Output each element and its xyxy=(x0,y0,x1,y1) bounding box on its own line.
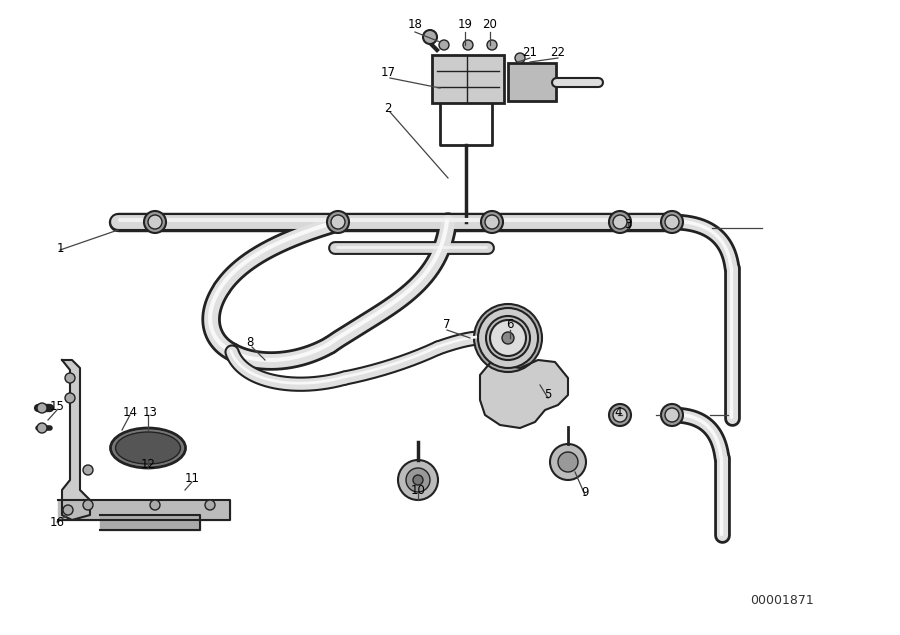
Circle shape xyxy=(486,316,530,360)
Polygon shape xyxy=(58,500,230,520)
Circle shape xyxy=(490,320,526,356)
Text: 22: 22 xyxy=(551,46,565,58)
Text: 5: 5 xyxy=(544,389,552,401)
Circle shape xyxy=(515,53,525,63)
Circle shape xyxy=(463,40,473,50)
Text: 19: 19 xyxy=(457,18,472,32)
Circle shape xyxy=(613,408,627,422)
Text: 1: 1 xyxy=(56,241,64,255)
Text: 14: 14 xyxy=(122,406,138,418)
Circle shape xyxy=(661,211,683,233)
Text: 18: 18 xyxy=(408,18,422,32)
Circle shape xyxy=(63,505,73,515)
Text: 12: 12 xyxy=(140,458,156,472)
Circle shape xyxy=(481,211,503,233)
Circle shape xyxy=(65,393,75,403)
Circle shape xyxy=(609,404,631,426)
Circle shape xyxy=(550,444,586,480)
Text: 3: 3 xyxy=(625,218,632,232)
Circle shape xyxy=(558,452,578,472)
Polygon shape xyxy=(62,360,90,520)
Text: 00001871: 00001871 xyxy=(750,594,814,606)
Text: 15: 15 xyxy=(50,401,65,413)
Ellipse shape xyxy=(115,432,181,464)
Circle shape xyxy=(331,215,345,229)
Circle shape xyxy=(665,215,679,229)
Circle shape xyxy=(327,211,349,233)
Circle shape xyxy=(83,465,93,475)
Circle shape xyxy=(439,40,449,50)
Circle shape xyxy=(485,215,499,229)
Text: 4: 4 xyxy=(614,406,622,418)
Circle shape xyxy=(144,211,166,233)
Circle shape xyxy=(661,404,683,426)
Polygon shape xyxy=(100,515,200,530)
Circle shape xyxy=(474,304,542,372)
Circle shape xyxy=(37,403,47,413)
Text: 2: 2 xyxy=(384,102,392,114)
Text: 21: 21 xyxy=(523,46,537,58)
Circle shape xyxy=(487,40,497,50)
FancyBboxPatch shape xyxy=(508,63,556,101)
Circle shape xyxy=(83,500,93,510)
Circle shape xyxy=(478,308,538,368)
Text: 16: 16 xyxy=(50,516,65,528)
Circle shape xyxy=(423,30,437,44)
Circle shape xyxy=(148,215,162,229)
Text: 20: 20 xyxy=(482,18,498,32)
Ellipse shape xyxy=(111,428,185,468)
Circle shape xyxy=(205,500,215,510)
Circle shape xyxy=(150,500,160,510)
Text: 8: 8 xyxy=(247,335,254,349)
Text: 6: 6 xyxy=(506,319,514,331)
Text: 9: 9 xyxy=(581,486,589,498)
Text: 13: 13 xyxy=(142,406,157,418)
Text: 7: 7 xyxy=(443,319,451,331)
Text: 10: 10 xyxy=(410,483,426,497)
Circle shape xyxy=(398,460,438,500)
Circle shape xyxy=(413,475,423,485)
Polygon shape xyxy=(480,360,568,428)
Circle shape xyxy=(65,373,75,383)
Circle shape xyxy=(502,332,514,344)
FancyBboxPatch shape xyxy=(432,55,504,103)
Circle shape xyxy=(665,408,679,422)
Circle shape xyxy=(609,211,631,233)
Text: 17: 17 xyxy=(381,65,395,79)
Text: 11: 11 xyxy=(184,472,200,486)
Circle shape xyxy=(406,468,430,492)
Circle shape xyxy=(37,423,47,433)
Circle shape xyxy=(613,215,627,229)
